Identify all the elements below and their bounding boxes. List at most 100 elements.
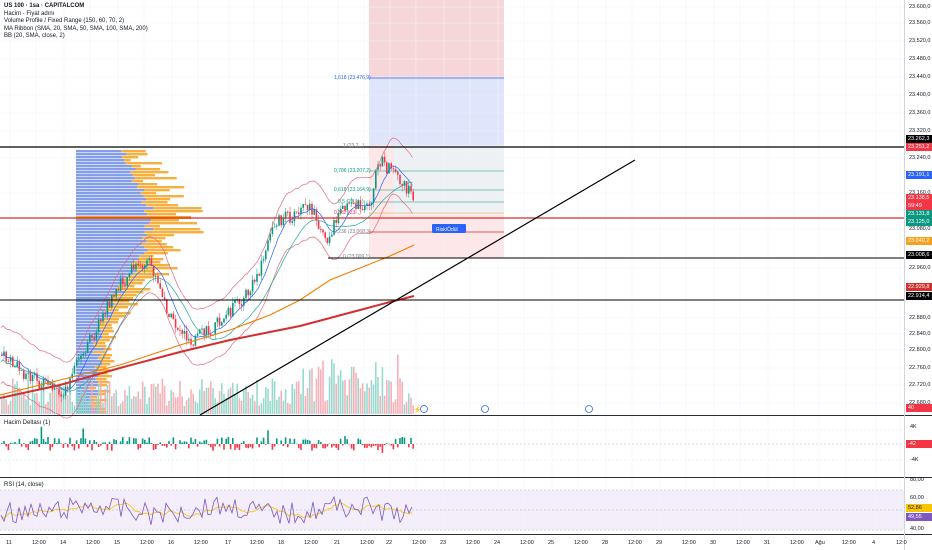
- time-tick: 22: [386, 540, 393, 546]
- price-tick: 23.360,0: [909, 110, 931, 116]
- time-tick: 12:00: [520, 540, 534, 546]
- time-tick: Ağu: [815, 540, 825, 546]
- time-tick: 12:00: [304, 540, 318, 546]
- price-tick: 22.960,0: [909, 265, 931, 271]
- delta-badge: -42: [906, 440, 932, 448]
- legend-symbol[interactable]: US 100 · 1sa · CAPITALCOM: [4, 3, 85, 9]
- price-tick: 22.880,0: [909, 315, 931, 321]
- rsi-ma-line: [0, 502, 413, 519]
- time-tick: 12:00: [682, 540, 696, 546]
- legend-volume-profile[interactable]: Volume Profile / Fixed Range (150, 60, 7…: [4, 18, 125, 25]
- delta-tick-neg4k: -4K: [910, 457, 919, 463]
- price-badge: 23.138,5: [906, 194, 932, 202]
- time-tick: 12:00: [360, 540, 374, 546]
- fib-label-1: 1 (23.2...): [343, 143, 365, 149]
- price-tick: 23.600,0: [909, 4, 931, 10]
- price-tick: 23.560,0: [909, 20, 931, 26]
- price-badge: 23.040,2: [906, 237, 932, 245]
- time-tick: 18: [278, 540, 285, 546]
- svg-text:⚡: ⚡: [413, 405, 422, 414]
- time-tick: 12:00: [466, 540, 480, 546]
- time-tick: 12:00: [574, 540, 588, 546]
- time-tick: 12:00: [250, 540, 264, 546]
- time-tick: 12:00: [412, 540, 426, 546]
- legend-volume[interactable]: Hacim - Fiyat adını: [4, 10, 55, 17]
- price-tick: 23.400,0: [909, 92, 931, 98]
- rsi-pane-title[interactable]: RSI (14, close): [4, 482, 44, 488]
- rsi-tick-60: 60,00: [910, 495, 924, 501]
- fib-label-1618: 1,618 (23.476,9): [334, 75, 371, 81]
- price-tick: 23.320,0: [909, 128, 931, 134]
- time-tick: 15: [114, 540, 121, 546]
- rsi-badge: 49,55: [906, 513, 932, 521]
- time-tick: 12:00: [86, 540, 100, 546]
- position-tag[interactable]: [432, 224, 466, 233]
- time-tick: 12:00: [842, 540, 856, 546]
- price-tick: 23.080,0: [909, 226, 931, 232]
- trend-line[interactable]: [199, 159, 636, 416]
- price-tick: 23.520,0: [909, 38, 931, 44]
- time-tick: 12:00: [790, 540, 804, 546]
- bollinger-upper: [0, 137, 413, 363]
- rsi-line: [0, 495, 413, 525]
- time-tick: 12:00: [32, 540, 46, 546]
- price-tick: 22.760,0: [909, 365, 931, 371]
- price-badge: 40: [906, 404, 932, 412]
- time-tick: 16: [168, 540, 175, 546]
- time-tick: 24: [494, 540, 501, 546]
- fib-label-0382: 0,382 (23...): [334, 210, 361, 216]
- price-badge: 22.914,4: [906, 292, 932, 300]
- time-tick: 12:00: [736, 540, 750, 546]
- candles: [1, 152, 414, 402]
- delta-pane-title[interactable]: Hacim Deltası (1): [4, 420, 51, 426]
- price-tick: 22.800,0: [909, 347, 931, 353]
- price-tick: 22.680,0: [909, 400, 931, 406]
- price-badge: 23.262,3: [906, 135, 932, 143]
- price-badge: 59:49: [906, 202, 932, 210]
- price-tick: 23.480,0: [909, 56, 931, 62]
- legend-bb[interactable]: BB (20, SMA, close, 2): [4, 33, 65, 40]
- time-tick: 11: [6, 540, 12, 546]
- price-tick: 22.720,0: [909, 382, 931, 388]
- price-badge: 23.125,0: [906, 218, 932, 226]
- price-badge: 23.251,2: [906, 143, 932, 151]
- ma-100: [0, 244, 415, 396]
- time-tick: 21: [334, 540, 341, 546]
- fib-label-0786: 0,786 (23.207,2): [334, 168, 371, 174]
- price-tick: 23.160,0: [909, 190, 931, 196]
- event-markers[interactable]: ⚡: [413, 405, 593, 414]
- time-tick: 31: [764, 540, 771, 546]
- price-badge: 23.191,1: [906, 171, 932, 179]
- time-tick: 12:00: [628, 540, 642, 546]
- price-tick: 23.240,0: [909, 155, 931, 161]
- fib-label-0: 0 (23.009,1): [343, 254, 370, 260]
- ma-20: [0, 165, 413, 391]
- chart-legend[interactable]: US 100 · 1sa · CAPITALCOM Hacim - Fiyat …: [4, 3, 148, 41]
- time-tick: 4: [872, 540, 876, 546]
- time-tick: 12:00: [194, 540, 208, 546]
- rsi-tick-40: 40,00: [910, 526, 924, 532]
- time-tick: 29: [656, 540, 663, 546]
- position-profit-zone: [394, 145, 504, 215]
- time-tick: 12:0: [896, 540, 907, 546]
- price-badge: 22.929,8: [906, 283, 932, 291]
- fib-label-05: 0,5 (23.1...): [338, 199, 364, 205]
- position-tag-text: Risk/Ödül: [436, 226, 458, 233]
- time-tick: 12:00: [140, 540, 154, 546]
- time-tick: 30: [710, 540, 717, 546]
- rsi-ma-badge: 52,86: [906, 504, 932, 512]
- time-tick: 23: [440, 540, 447, 546]
- delta-tick-4k: 4K: [910, 424, 917, 430]
- time-tick: 28: [602, 540, 609, 546]
- price-badge: 23.131,8: [906, 210, 932, 218]
- price-badge: 23.008,6: [906, 251, 932, 259]
- fib-label-0236: 0,236 (23.068,3): [334, 229, 371, 235]
- volume-bars: [1, 354, 414, 414]
- legend-ma-ribbon[interactable]: MA Ribbon (SMA, 20, SMA, 50, SMA, 100, S…: [4, 25, 148, 32]
- ma-200: [0, 295, 415, 399]
- delta-bars: [1, 426, 414, 453]
- price-tick: 23.440,0: [909, 74, 931, 80]
- time-tick: 17: [225, 540, 232, 546]
- bollinger-lower: [0, 193, 413, 419]
